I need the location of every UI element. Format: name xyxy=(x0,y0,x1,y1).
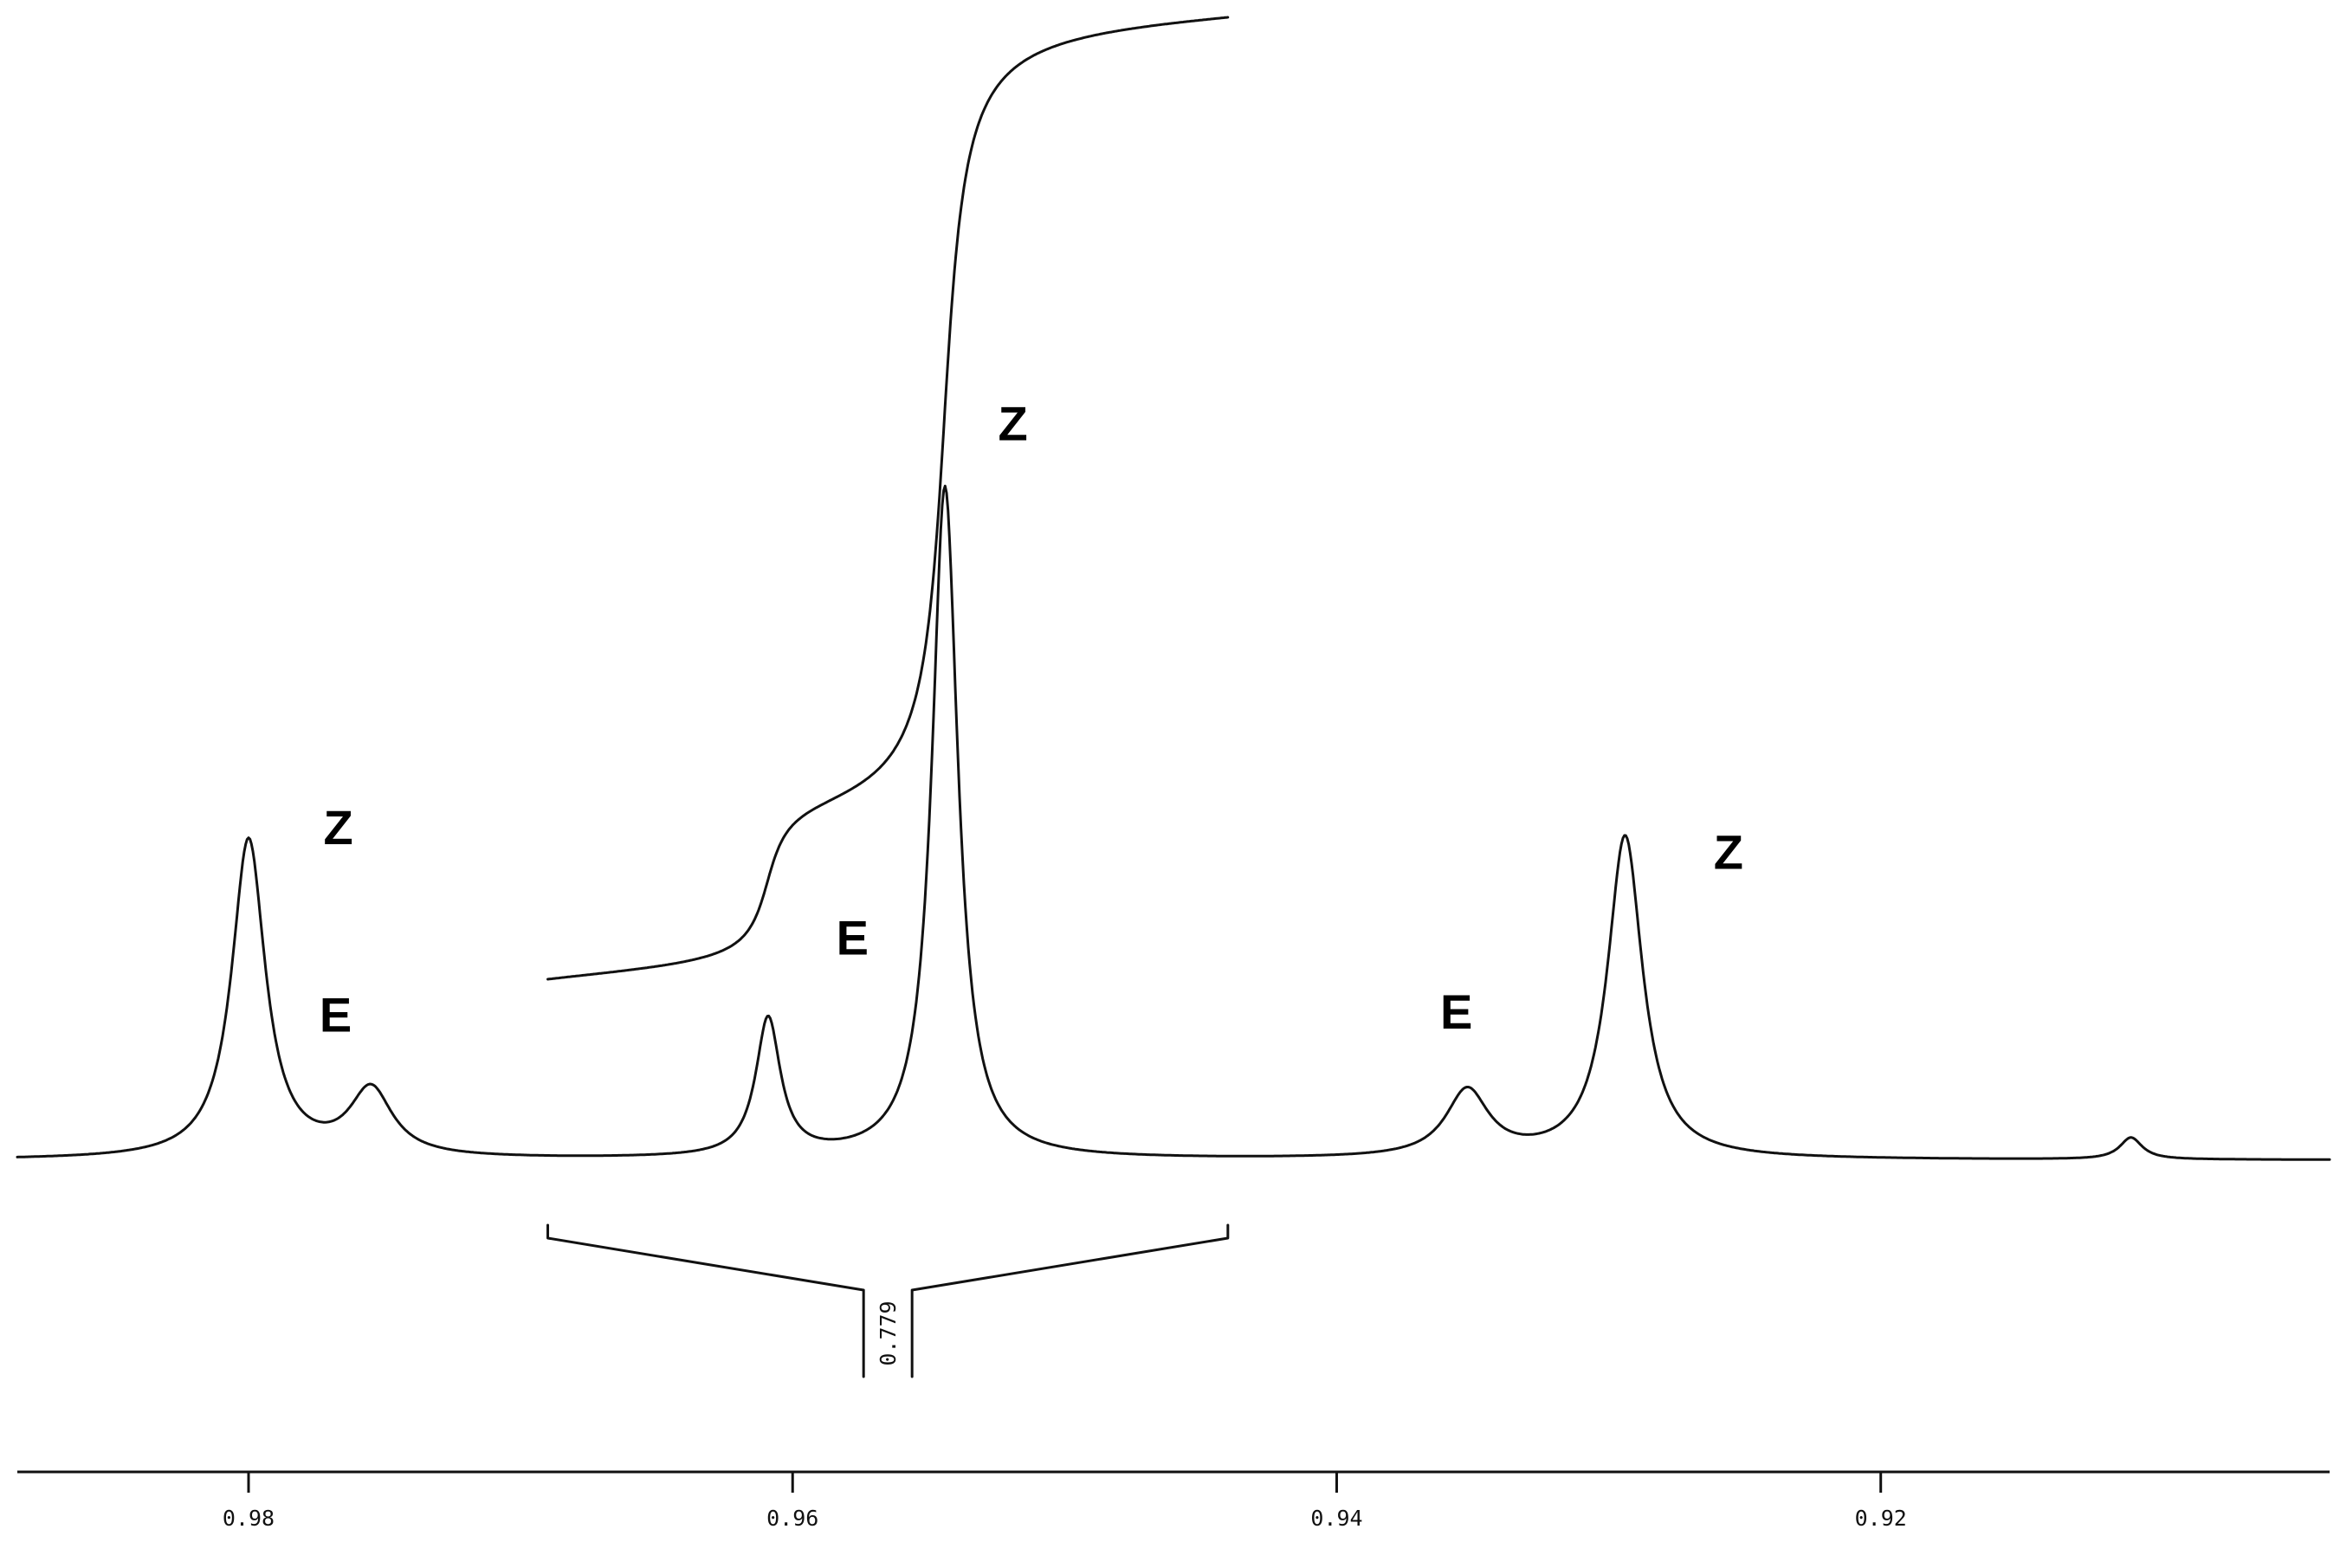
integral-region: 0.779 xyxy=(546,1223,1230,1378)
integral-bracket xyxy=(546,1223,1230,1378)
x-tick-label: 0.98 xyxy=(223,1506,275,1531)
plot-area xyxy=(16,16,2331,1161)
integral-value-label: 0.779 xyxy=(876,1300,901,1365)
x-axis: 0.98 0.96 0.94 0.92 xyxy=(17,1470,2330,1531)
spectrum-trace xyxy=(16,484,2331,1161)
peak-label-z: Z xyxy=(324,800,353,855)
x-tick-label: 0.94 xyxy=(1310,1506,1362,1531)
x-tick-label: 0.92 xyxy=(1855,1506,1907,1531)
peak-labels: E Z E Z E Z xyxy=(320,396,1743,1042)
integral-curve xyxy=(546,16,1230,981)
peak-label-z: Z xyxy=(999,396,1028,450)
x-tick-label: 0.96 xyxy=(766,1506,818,1531)
peak-label-e: E xyxy=(1440,984,1472,1039)
peak-label-e: E xyxy=(320,988,352,1042)
peak-label-e: E xyxy=(837,910,869,965)
peak-label-z: Z xyxy=(1714,824,1743,879)
